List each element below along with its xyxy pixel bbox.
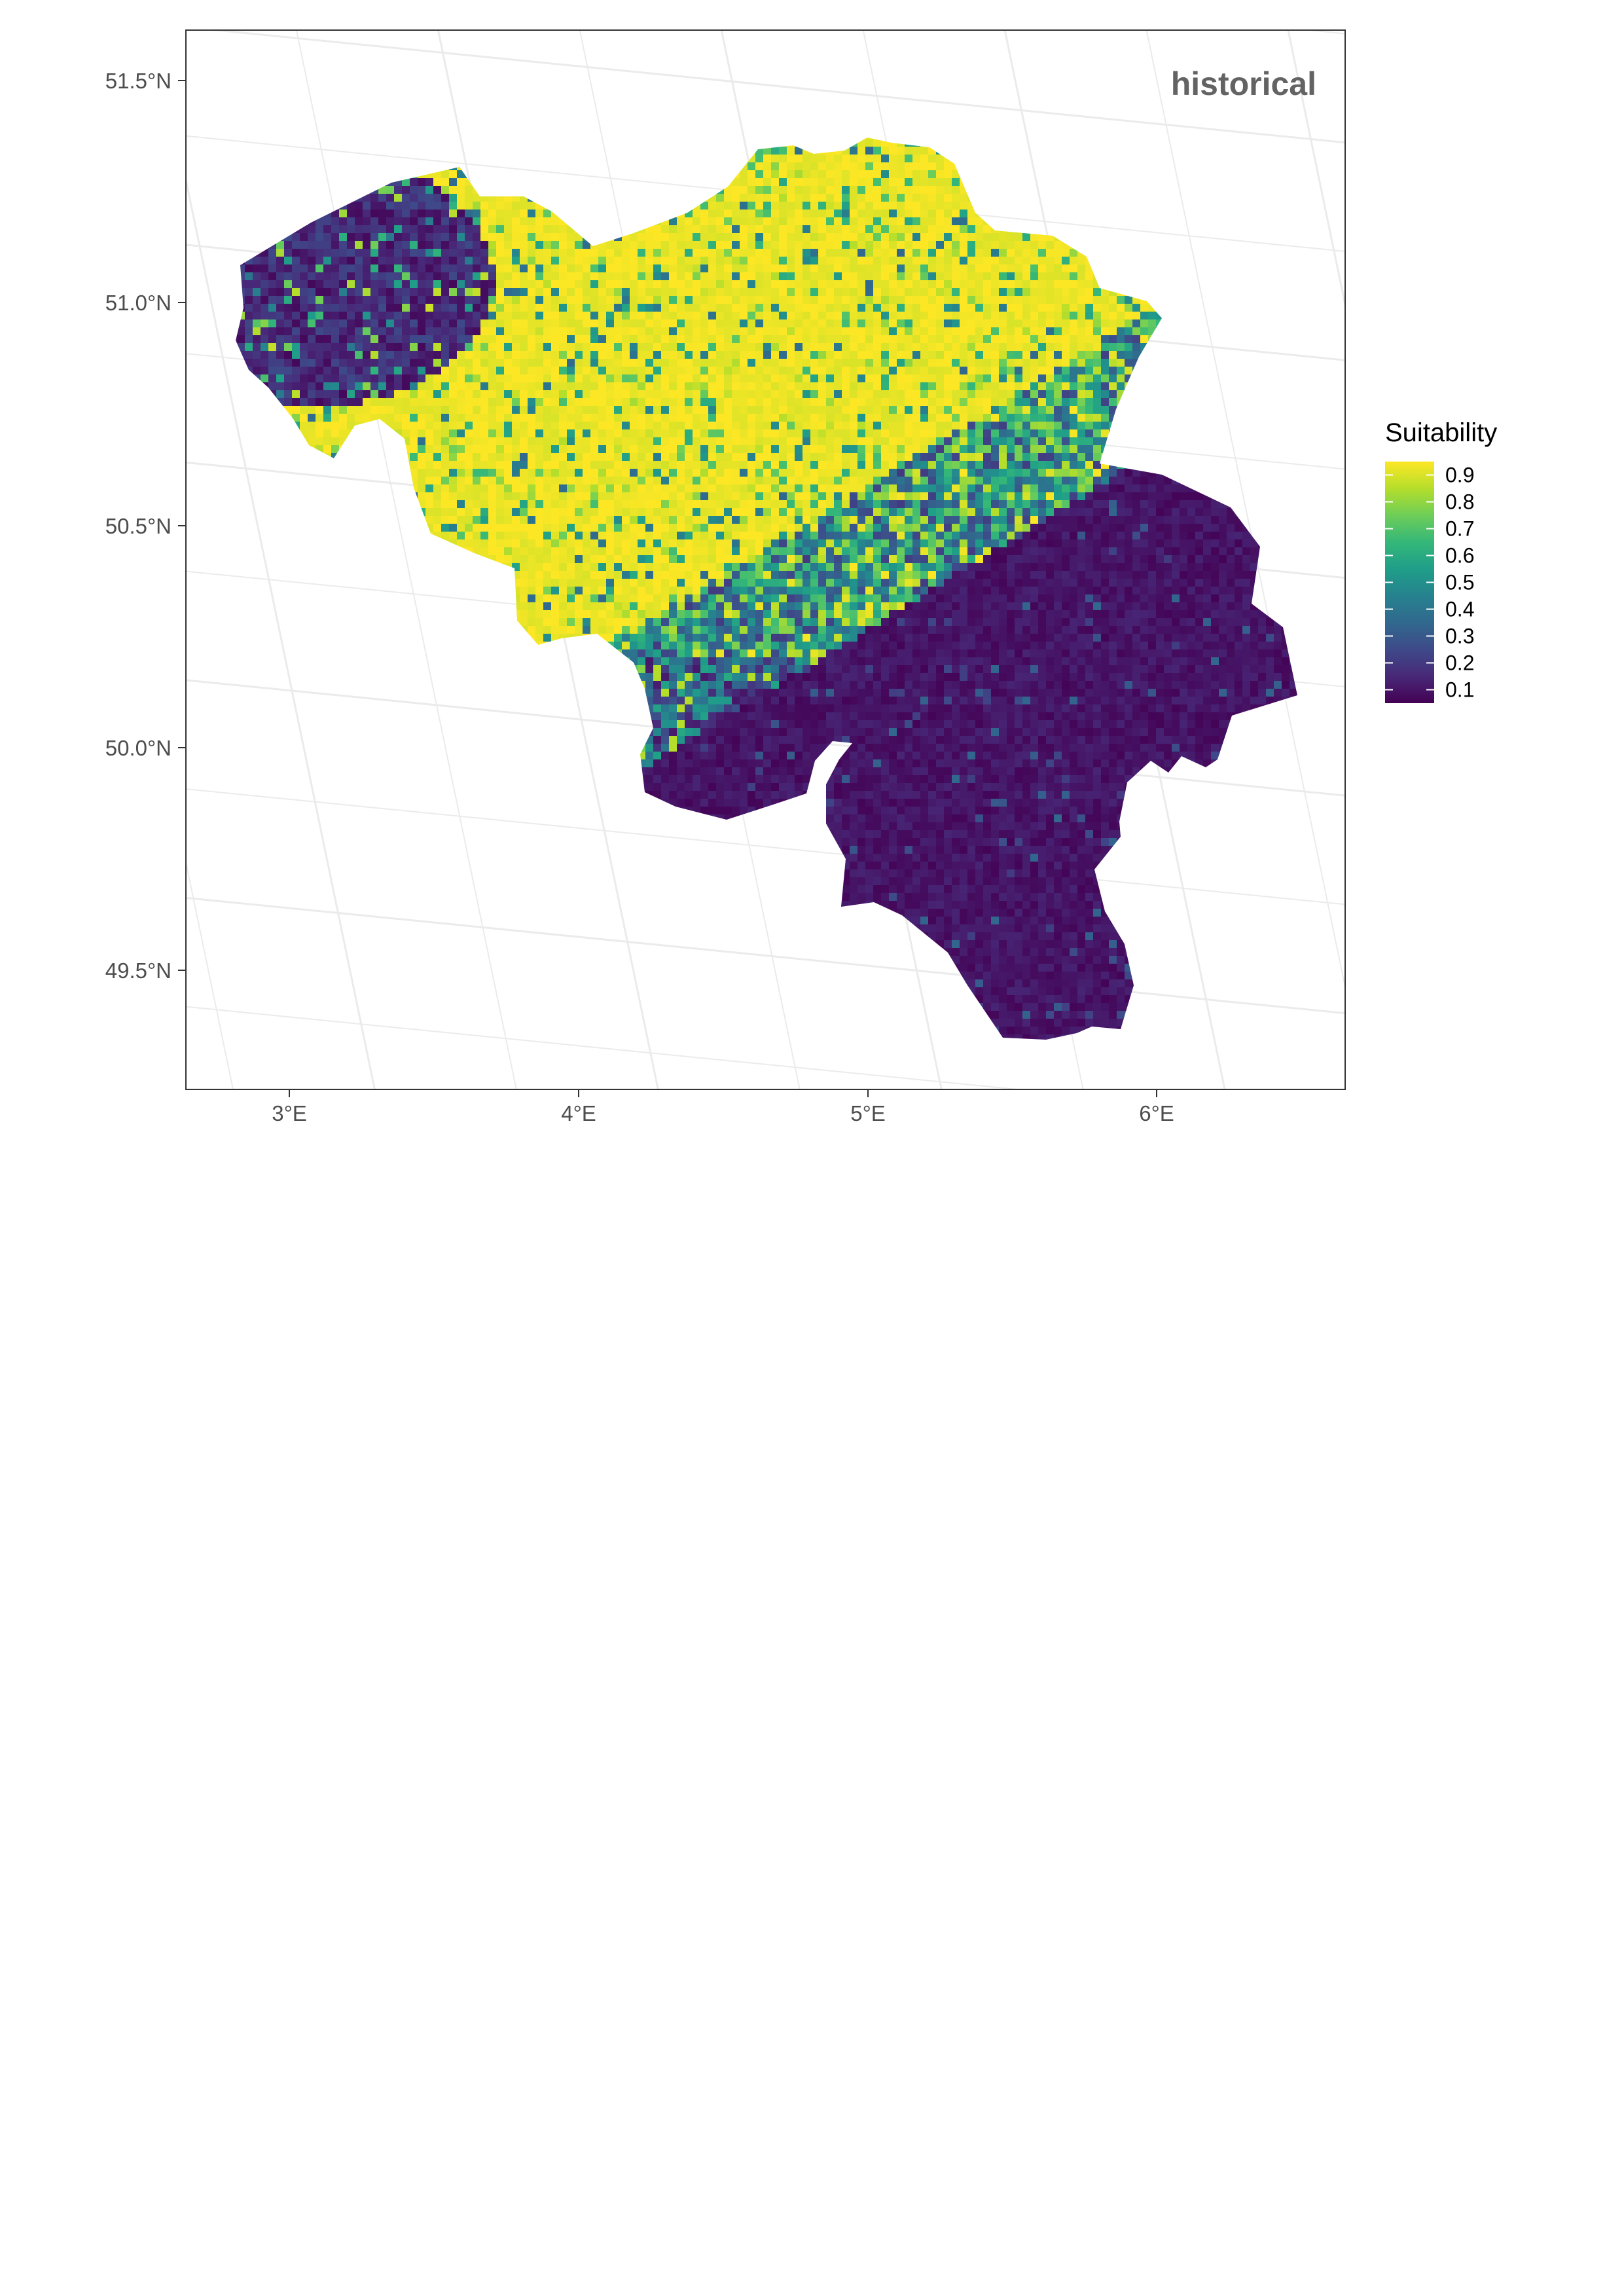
legend-label: 0.3 xyxy=(1445,625,1474,648)
graticule-meridian xyxy=(295,30,517,1089)
map-panel-frame xyxy=(185,29,1346,1090)
map-figure: 51.5°N 51.0°N 50.5°N 50.0°N 49.5°N 3°E 4°E 5°E 6… xyxy=(0,0,1624,1152)
map-canvas: 51.5°N 51.0°N 50.5°N 50.0°N 49.5°N 3°E 4°E 5°E 6… xyxy=(0,0,1624,1152)
legend-colorbar xyxy=(1385,462,1434,703)
y-tick-label: 50.5°N xyxy=(105,514,171,538)
x-tick-label: 4°E xyxy=(561,1101,596,1125)
graticule-meridian xyxy=(1146,30,1345,991)
legend-label: 0.8 xyxy=(1445,490,1474,514)
color-legend: Suitability 0.9 0.8 0.7 0.6 0.5 0.4 0.3 0.2 0.1 xyxy=(1385,418,1497,703)
graticule-parallel xyxy=(186,788,1345,905)
graticule-meridian xyxy=(1287,30,1345,310)
graticule-meridian xyxy=(186,859,234,1089)
legend-ticks: 0.9 0.8 0.7 0.6 0.5 0.4 0.3 0.2 0.1 xyxy=(1385,464,1474,702)
legend-label: 0.7 xyxy=(1445,517,1474,541)
graticule-meridian xyxy=(0,0,104,1151)
graticule-meridian xyxy=(186,175,376,1089)
legend-label: 0.4 xyxy=(1445,598,1474,621)
legend-label: 0.5 xyxy=(1445,571,1474,594)
legend-label: 0.1 xyxy=(1445,678,1474,702)
x-tick-label: 3°E xyxy=(272,1101,307,1125)
graticule-parallel xyxy=(186,135,1345,252)
y-tick-label: 51.0°N xyxy=(105,291,171,315)
legend-label: 0.2 xyxy=(1445,651,1474,675)
legend-label: 0.6 xyxy=(1445,544,1474,568)
panel-label: historical xyxy=(1171,65,1316,102)
y-tick-label: 49.5°N xyxy=(105,958,171,983)
graticule-parallel xyxy=(0,1092,1624,1152)
x-tick-label: 6°E xyxy=(1139,1101,1174,1125)
y-tick-label: 50.0°N xyxy=(105,736,171,760)
axis-ticks: 51.5°N 51.0°N 50.5°N 50.0°N 49.5°N 3°E 4°E 5°E 6… xyxy=(105,69,1174,1125)
legend-label: 0.9 xyxy=(1445,464,1474,487)
graticule-parallel xyxy=(186,1006,1024,1089)
graticule-parallel xyxy=(206,30,1345,144)
y-tick-label: 51.5°N xyxy=(105,69,171,93)
graticule-parallel xyxy=(186,896,1345,1015)
x-tick-label: 5°E xyxy=(850,1101,886,1125)
legend-title: Suitability xyxy=(1385,418,1497,447)
